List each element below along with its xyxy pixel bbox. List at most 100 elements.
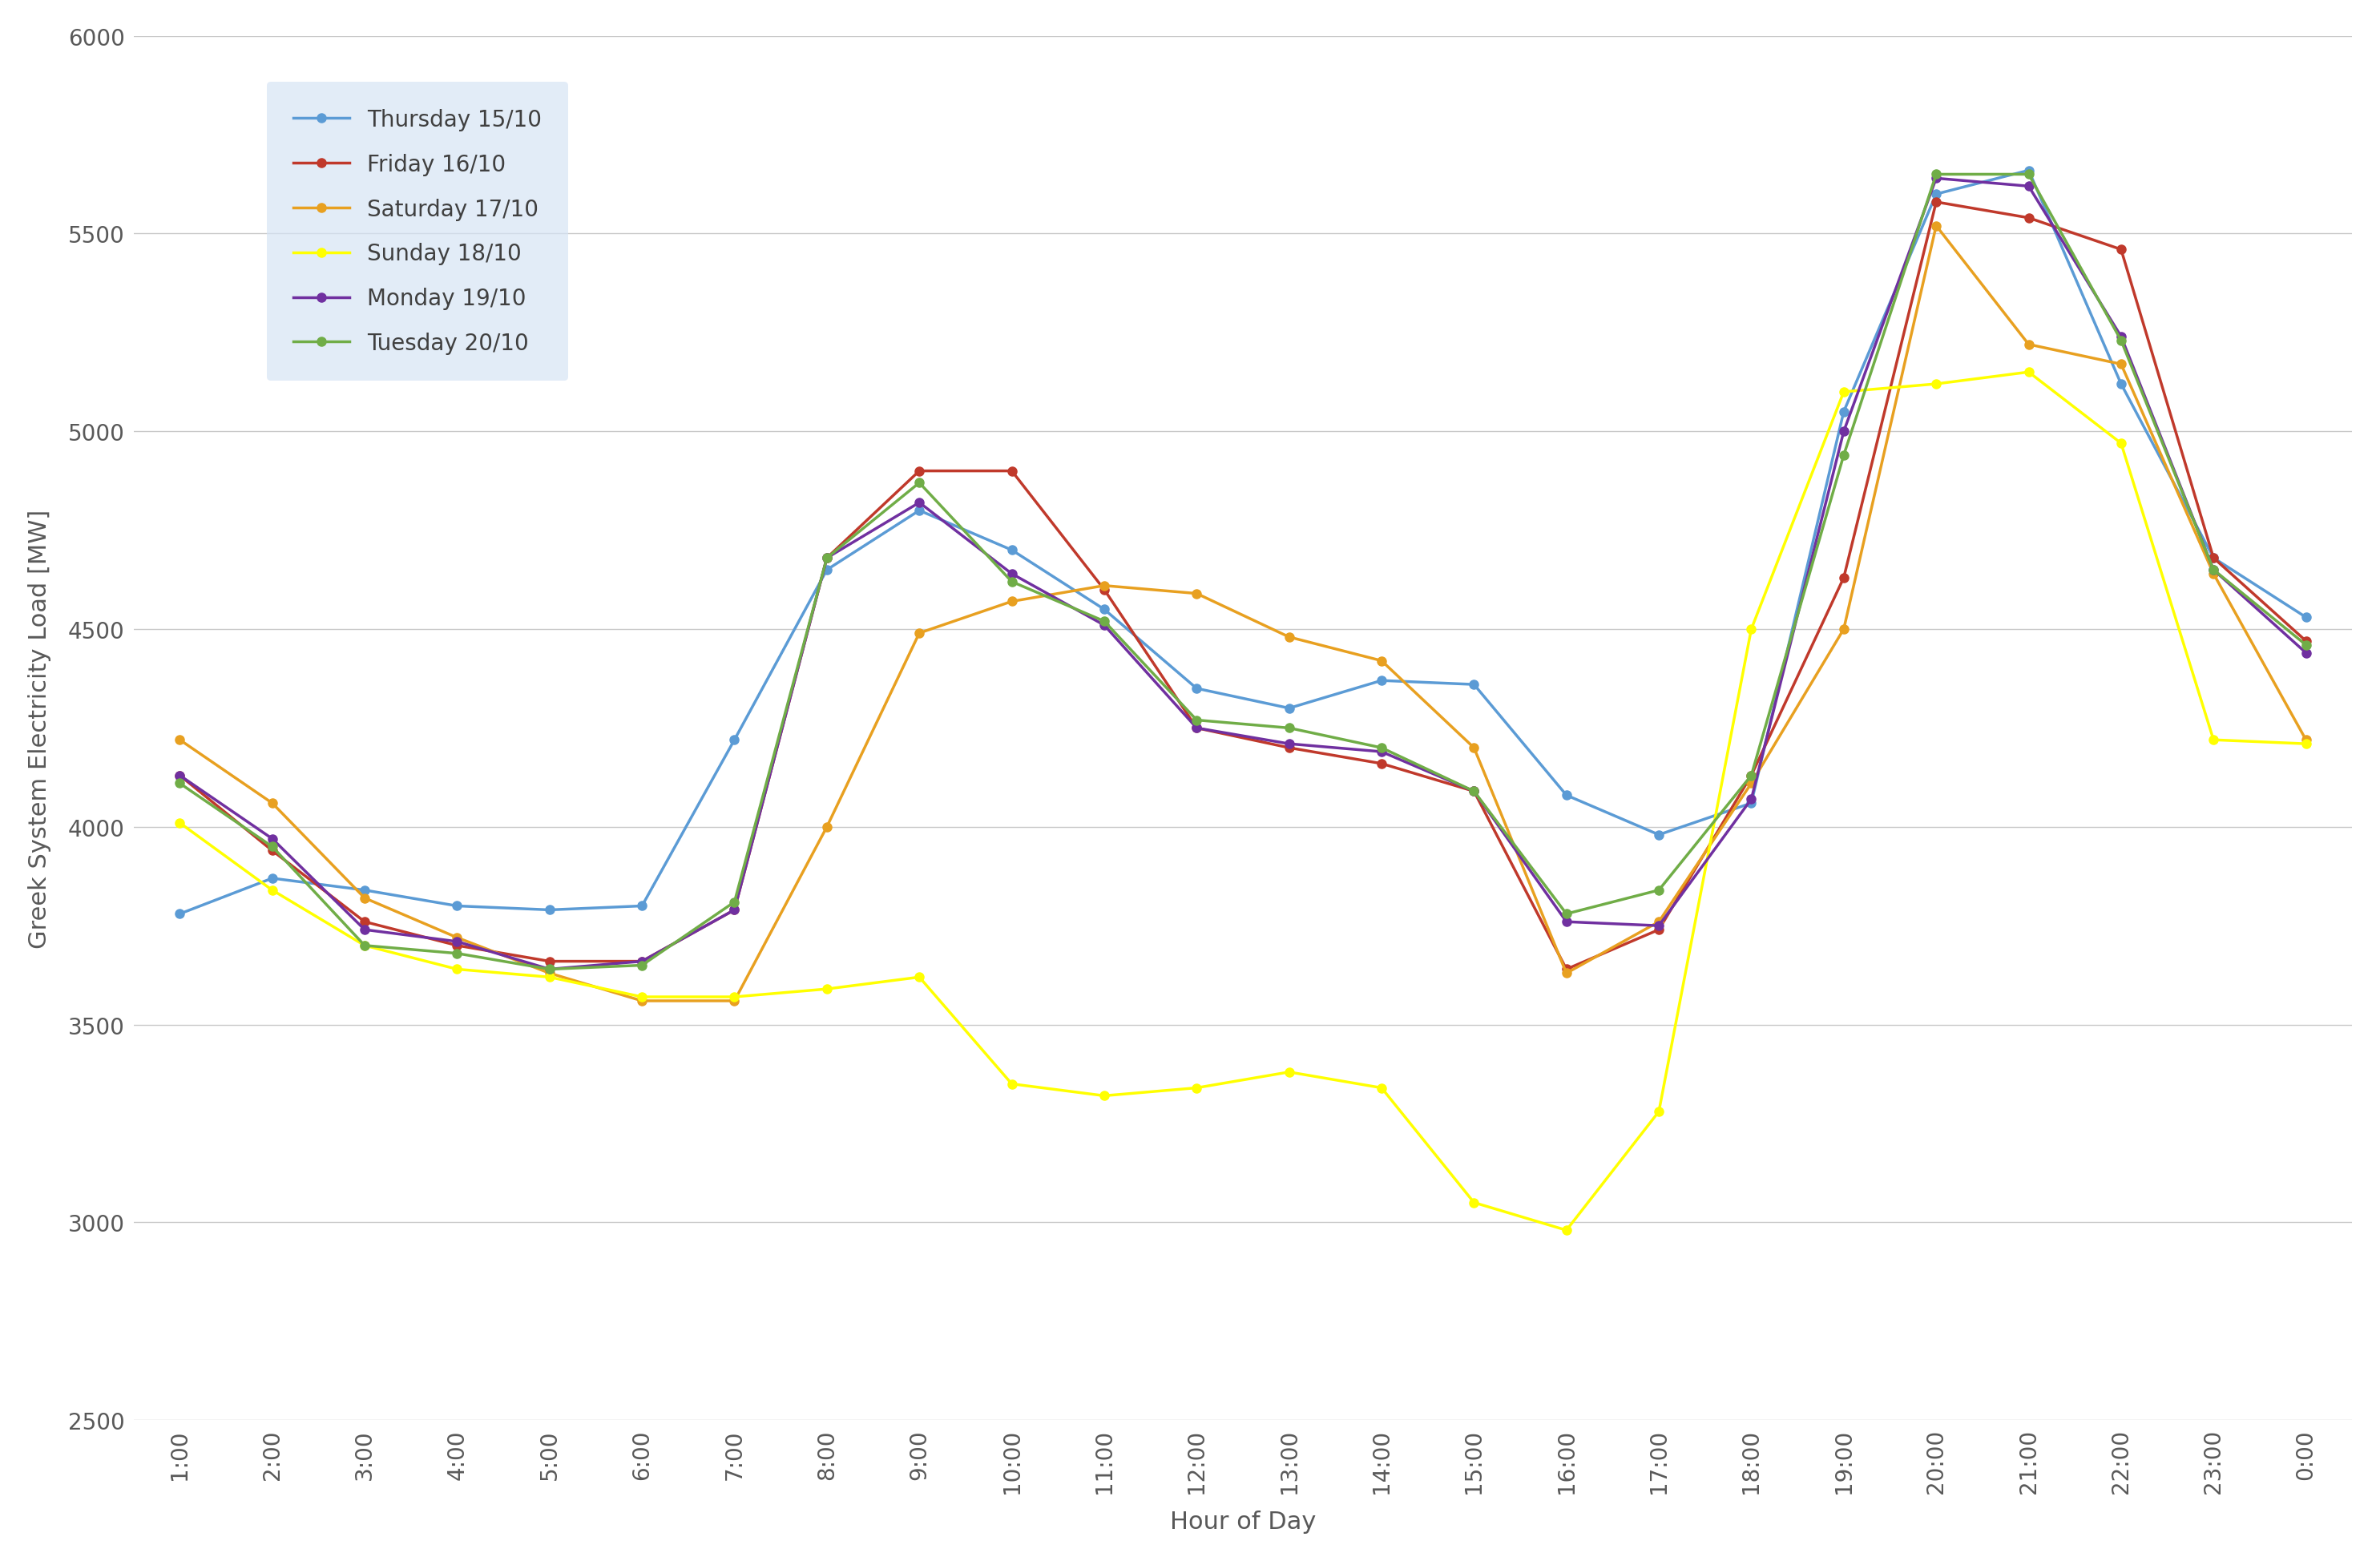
Thursday 15/10 [350, 880, 378, 899]
Thursday 15/10 [1923, 186, 1952, 204]
Tuesday 20/10 [721, 893, 750, 912]
Sunday 18/10 [721, 988, 750, 1007]
Thursday 15/10 [443, 898, 471, 916]
Monday 19/10 [1276, 735, 1304, 754]
Sunday 18/10 [350, 937, 378, 955]
Friday 16/10 [2106, 240, 2135, 259]
Saturday 17/10 [2292, 731, 2320, 749]
Saturday 17/10 [257, 795, 286, 813]
Tuesday 20/10 [350, 937, 378, 955]
Saturday 17/10 [1737, 774, 1766, 793]
Monday 19/10 [1183, 720, 1211, 738]
Monday 19/10 [997, 565, 1026, 584]
Friday 16/10 [2199, 549, 2228, 568]
Sunday 18/10 [2199, 731, 2228, 749]
Saturday 17/10 [1183, 585, 1211, 604]
Thursday 15/10 [2292, 609, 2320, 628]
Tuesday 20/10 [257, 838, 286, 857]
Saturday 17/10 [812, 818, 840, 837]
Monday 19/10 [1923, 170, 1952, 189]
Thursday 15/10 [997, 542, 1026, 560]
Thursday 15/10 [257, 869, 286, 888]
Tuesday 20/10 [536, 960, 564, 979]
Saturday 17/10 [1830, 620, 1859, 638]
Saturday 17/10 [1552, 965, 1580, 983]
Line: Thursday 15/10: Thursday 15/10 [176, 167, 2311, 918]
Tuesday 20/10 [1552, 905, 1580, 924]
Sunday 18/10 [1090, 1086, 1119, 1105]
Tuesday 20/10 [1090, 612, 1119, 631]
Saturday 17/10 [167, 731, 195, 749]
Friday 16/10 [1276, 738, 1304, 757]
Line: Sunday 18/10: Sunday 18/10 [176, 368, 2311, 1235]
Thursday 15/10 [1366, 671, 1395, 690]
Monday 19/10 [1459, 782, 1488, 801]
Sunday 18/10 [2292, 735, 2320, 754]
Tuesday 20/10 [812, 549, 840, 568]
Sunday 18/10 [1366, 1079, 1395, 1097]
Tuesday 20/10 [1737, 766, 1766, 785]
Thursday 15/10 [1276, 699, 1304, 718]
Thursday 15/10 [2199, 549, 2228, 568]
Saturday 17/10 [1923, 217, 1952, 236]
Thursday 15/10 [536, 901, 564, 919]
Sunday 18/10 [257, 880, 286, 899]
Friday 16/10 [536, 952, 564, 971]
Sunday 18/10 [443, 960, 471, 979]
Y-axis label: Greek System Electricity Load [MW]: Greek System Electricity Load [MW] [29, 509, 50, 948]
Friday 16/10 [1830, 568, 1859, 587]
Sunday 18/10 [2013, 364, 2042, 382]
Friday 16/10 [628, 952, 657, 971]
Sunday 18/10 [536, 968, 564, 987]
Tuesday 20/10 [1923, 165, 1952, 184]
Sunday 18/10 [1737, 620, 1766, 638]
Sunday 18/10 [1183, 1079, 1211, 1097]
Monday 19/10 [2013, 178, 2042, 197]
Tuesday 20/10 [2199, 560, 2228, 579]
Tuesday 20/10 [1183, 712, 1211, 731]
Line: Saturday 17/10: Saturday 17/10 [176, 222, 2311, 1005]
Tuesday 20/10 [1459, 782, 1488, 801]
Tuesday 20/10 [1645, 880, 1673, 899]
Sunday 18/10 [1830, 382, 1859, 401]
Sunday 18/10 [1459, 1193, 1488, 1211]
Sunday 18/10 [628, 988, 657, 1007]
Friday 16/10 [2013, 209, 2042, 228]
Sunday 18/10 [1552, 1221, 1580, 1239]
Friday 16/10 [721, 901, 750, 919]
Saturday 17/10 [1366, 652, 1395, 671]
Monday 19/10 [536, 960, 564, 979]
X-axis label: Hour of Day: Hour of Day [1171, 1509, 1316, 1533]
Thursday 15/10 [1552, 787, 1580, 805]
Saturday 17/10 [1645, 913, 1673, 932]
Sunday 18/10 [167, 813, 195, 832]
Saturday 17/10 [1090, 576, 1119, 595]
Legend: Thursday 15/10, Friday 16/10, Saturday 17/10, Sunday 18/10, Monday 19/10, Tuesda: Thursday 15/10, Friday 16/10, Saturday 1… [267, 83, 569, 381]
Line: Monday 19/10: Monday 19/10 [176, 175, 2311, 974]
Monday 19/10 [812, 549, 840, 568]
Monday 19/10 [1830, 423, 1859, 442]
Tuesday 20/10 [2292, 635, 2320, 654]
Monday 19/10 [2106, 328, 2135, 347]
Friday 16/10 [1366, 754, 1395, 773]
Monday 19/10 [1366, 743, 1395, 762]
Saturday 17/10 [628, 991, 657, 1010]
Thursday 15/10 [1737, 795, 1766, 813]
Friday 16/10 [350, 913, 378, 932]
Friday 16/10 [997, 462, 1026, 481]
Friday 16/10 [904, 462, 933, 481]
Friday 16/10 [1183, 720, 1211, 738]
Friday 16/10 [1645, 921, 1673, 940]
Saturday 17/10 [997, 593, 1026, 612]
Friday 16/10 [1552, 960, 1580, 979]
Saturday 17/10 [721, 991, 750, 1010]
Friday 16/10 [1459, 782, 1488, 801]
Line: Tuesday 20/10: Tuesday 20/10 [176, 170, 2311, 974]
Thursday 15/10 [2106, 375, 2135, 393]
Thursday 15/10 [2013, 162, 2042, 181]
Monday 19/10 [350, 921, 378, 940]
Friday 16/10 [167, 766, 195, 785]
Monday 19/10 [443, 932, 471, 951]
Tuesday 20/10 [628, 957, 657, 976]
Tuesday 20/10 [904, 475, 933, 493]
